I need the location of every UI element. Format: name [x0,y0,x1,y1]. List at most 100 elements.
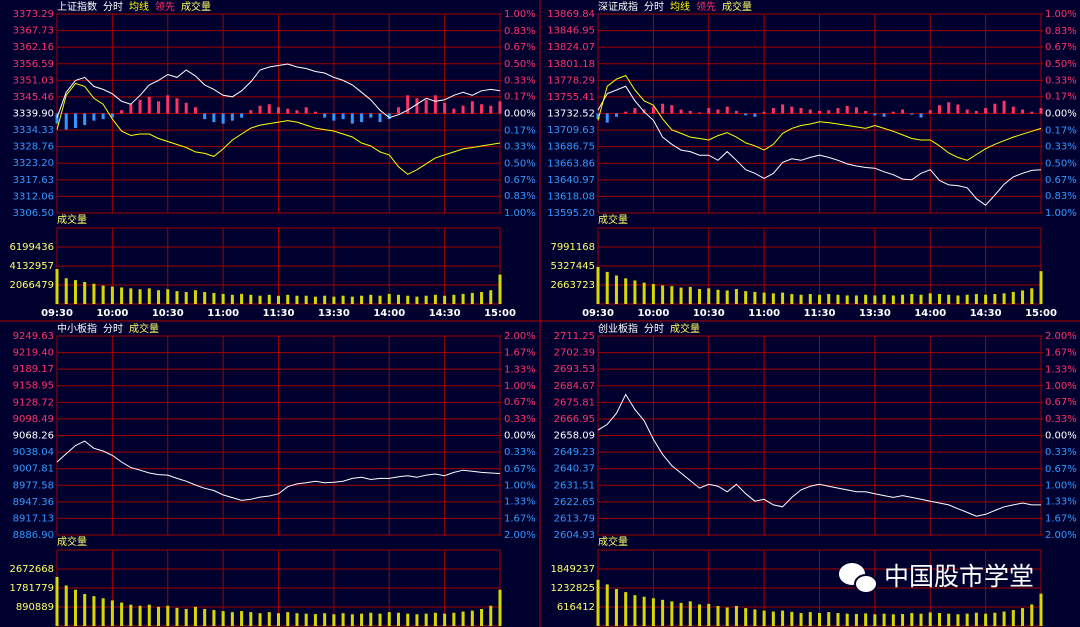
x-tick-label: 10:30 [693,308,725,319]
legend-item: 上证指数 [57,0,97,13]
volume-bar [240,293,244,304]
volume-bar [845,295,849,304]
volume-bar [707,288,711,304]
y-tick-label: 13618.08 [547,191,595,202]
lead-bar [415,98,419,114]
lead-bar [406,95,410,114]
y-tick-label: 9098.49 [13,414,54,425]
y-tick-label: 3323.20 [13,158,54,169]
volume-bar [707,603,711,626]
y-tick-label: 3356.59 [13,59,54,70]
lead-bar [387,113,391,120]
y2-tick-label: 0.33% [1045,414,1077,425]
volume-tick-label: 7991168 [550,242,595,253]
y-tick-label: 9128.72 [13,397,54,408]
volume-bar [901,294,905,304]
y2-tick-label: 1.00% [504,208,536,219]
volume-bar [313,296,317,304]
volume-bar [781,610,785,626]
volume-title: 成交量 [598,535,628,548]
y2-tick-label: 0.17% [1045,92,1077,103]
volume-bar [624,592,628,626]
volume-bar [184,608,188,626]
lead-bar [277,107,280,114]
y2-tick-label: 0.50% [1045,59,1077,70]
volume-bar [443,613,447,626]
legend-item: 分时 [103,323,123,335]
y2-tick-label: 0.00% [504,109,536,120]
price-line [597,74,1042,161]
lead-bar [313,111,317,114]
x-tick-label: 15:00 [1025,308,1057,319]
lead-bar [864,110,868,114]
volume-bar [396,612,400,626]
volume-bar [64,278,68,304]
y-tick-label: 2631.51 [554,480,595,491]
volume-bar [799,294,803,304]
legend-item: 均线 [670,0,690,13]
volume-bar [882,294,886,304]
volume-bar [369,612,373,626]
volume-bar [1030,604,1034,626]
y2-tick-label: 2.00% [1045,530,1077,541]
y2-tick-label: 0.67% [1045,175,1077,186]
volume-bar [642,282,646,304]
volume-bar [790,611,794,626]
y-tick-label: 9068.26 [13,431,54,442]
lead-bar [396,107,400,114]
legend-item: 成交量 [722,0,752,13]
volume-bar [92,283,96,304]
watermark: 中国股市学堂 [839,562,1034,594]
volume-bar [110,600,114,626]
volume-title: 成交量 [57,213,87,226]
volume-bar [1021,608,1025,626]
price-line [56,440,501,501]
volume-bar [993,612,997,626]
volume-bar [157,290,161,304]
x-tick-label: 11:00 [748,308,780,319]
volume-bar [808,294,812,304]
y-tick-label: 2684.67 [554,381,595,392]
y2-tick-label: 2.00% [504,331,536,342]
lead-bar [249,110,253,114]
volume-bar [396,294,400,304]
lead-bar [633,108,637,114]
volume-bar [83,594,87,626]
volume-bar [670,286,674,304]
volume-bar [443,295,447,304]
lead-bar [974,110,978,114]
lead-bar [138,99,142,114]
volume-bar [304,295,308,304]
x-tick-label: 14:30 [429,308,461,319]
x-tick-label: 10:00 [637,308,669,319]
volume-bar [753,609,757,626]
y-tick-label: 2658.09 [554,431,595,442]
volume-bar [827,612,831,626]
y-tick-label: 9007.81 [13,464,54,475]
y-tick-label: 13869.84 [547,9,595,20]
y2-tick-label: 0.67% [1045,397,1077,408]
volume-bar [147,288,151,304]
lead-bar [670,105,674,114]
volume-bar [956,614,960,626]
y2-tick-label: 1.00% [504,9,536,20]
volume-bar [836,294,840,304]
volume-bar [193,606,197,626]
legend-item: 领先 [155,0,175,13]
volume-bar [221,293,225,304]
y-tick-label: 9249.63 [13,331,54,342]
volume-bar [110,286,114,304]
volume-bar [452,612,456,626]
volume-bar [919,613,923,626]
volume-bar [433,612,437,626]
volume-bar [480,608,484,626]
legend-item: 分时 [103,1,123,13]
volume-bar [286,612,290,626]
lead-bar [1039,108,1043,114]
volume-bar [762,292,766,304]
volume-bar [891,295,895,304]
volume-bar [240,611,244,626]
lead-bar [424,99,428,114]
volume-bar [845,613,849,626]
